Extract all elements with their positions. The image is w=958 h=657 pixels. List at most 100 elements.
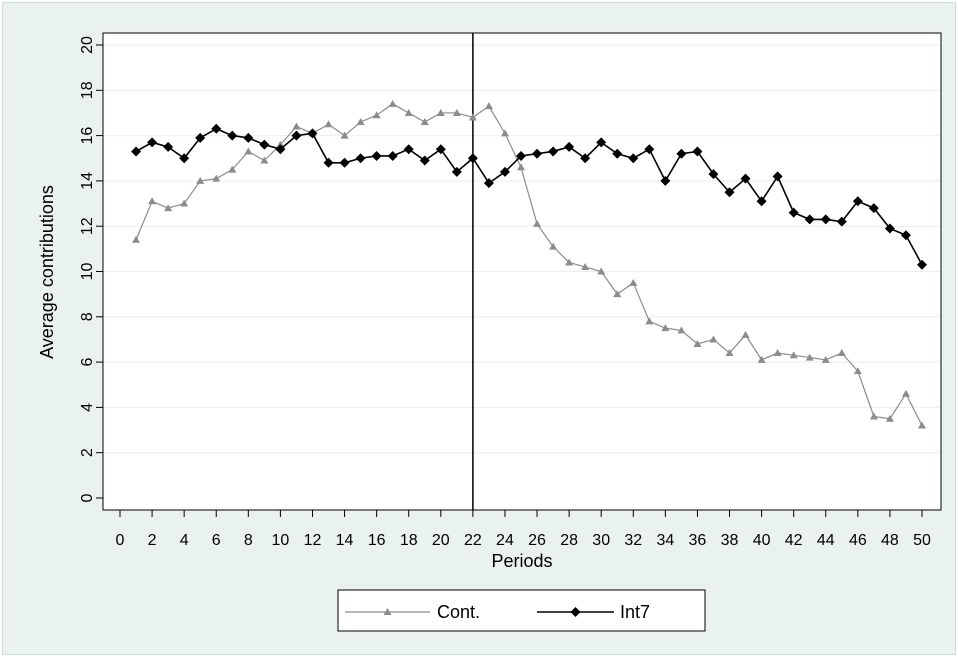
data-point [709,335,718,343]
data-point [660,175,671,186]
data-point [885,414,894,422]
data-point [692,146,703,157]
data-point [516,150,526,161]
data-point [565,258,574,266]
data-point [147,137,158,148]
data-point [291,130,302,141]
legend-label: Cont. [437,602,480,622]
data-point [243,132,254,143]
legend-marker [570,607,581,617]
data-point [468,113,477,121]
data-point [918,421,926,429]
data-point [613,290,622,298]
x-tick-label: 46 [849,532,867,549]
data-point [644,144,655,155]
data-point [917,259,927,270]
data-point [564,141,575,152]
data-point [821,355,830,363]
data-point [259,139,270,150]
y-tick-label: 14 [79,172,96,190]
data-point [228,165,237,173]
y-tick-label: 12 [79,217,96,235]
data-point [645,317,654,325]
data-point [420,118,429,126]
x-tick-label: 8 [244,532,253,549]
data-point [549,242,558,250]
data-point [148,197,157,205]
series-int7 [131,123,927,270]
data-point [804,214,815,225]
x-tick-label: 16 [368,532,386,549]
data-point [532,148,543,159]
y-tick-label: 6 [79,358,96,367]
data-point [676,148,687,159]
x-tick-label: 10 [272,532,290,549]
data-point [483,178,494,189]
x-tick-label: 26 [528,532,546,549]
data-point [307,128,318,139]
data-point [596,137,607,148]
data-point [196,176,205,184]
y-tick-label: 0 [79,493,96,502]
y-tick-label: 2 [79,448,96,457]
x-axis-label: Periods [491,551,552,571]
data-point [180,199,189,207]
y-axis-label: Average contributions [37,185,57,359]
x-tick-label: 50 [913,532,931,549]
x-tick-label: 40 [753,532,771,549]
data-point [356,118,365,126]
data-point [275,144,286,155]
data-point [340,131,349,139]
data-point [772,171,783,182]
data-point [484,102,493,110]
data-point [820,214,831,225]
data-point [773,349,782,357]
data-point [419,155,430,166]
data-point [435,144,446,155]
data-point [900,230,911,241]
y-tick-label: 18 [79,81,96,99]
data-point [789,351,798,359]
data-point [901,389,910,397]
data-point [467,153,478,164]
data-point [163,141,174,152]
x-tick-label: 42 [785,532,803,549]
data-point [195,132,206,143]
data-point [403,144,414,155]
data-point [628,153,639,164]
data-point [741,330,750,338]
x-tick-label: 6 [212,532,221,549]
data-point [868,203,879,214]
data-point [629,278,638,286]
data-point [324,120,333,128]
data-point [869,412,878,420]
data-point [517,163,525,171]
x-tick-label: 44 [817,532,835,549]
legend-entry: Cont. [345,602,480,622]
data-point [500,129,509,137]
y-tick-label: 8 [79,312,96,321]
data-point [837,349,846,357]
legend: Cont. Int7 [337,589,706,632]
data-point [339,157,350,168]
data-point [499,166,510,177]
y-tick-label: 10 [79,263,96,281]
x-tick-label: 28 [560,532,578,549]
data-point [404,108,413,116]
data-point [581,262,590,270]
data-point [724,187,735,198]
data-point [853,367,862,375]
data-point [757,355,766,363]
legend-marker [383,608,392,615]
legend-entry: Int7 [537,602,650,622]
grid-lines [104,44,940,454]
legend-label: Int7 [620,602,650,622]
data-point [355,153,366,164]
data-point [452,108,461,116]
data-point [212,174,221,182]
data-point [805,353,814,361]
data-point [533,219,542,227]
data-point [852,196,863,207]
data-point [661,324,670,332]
